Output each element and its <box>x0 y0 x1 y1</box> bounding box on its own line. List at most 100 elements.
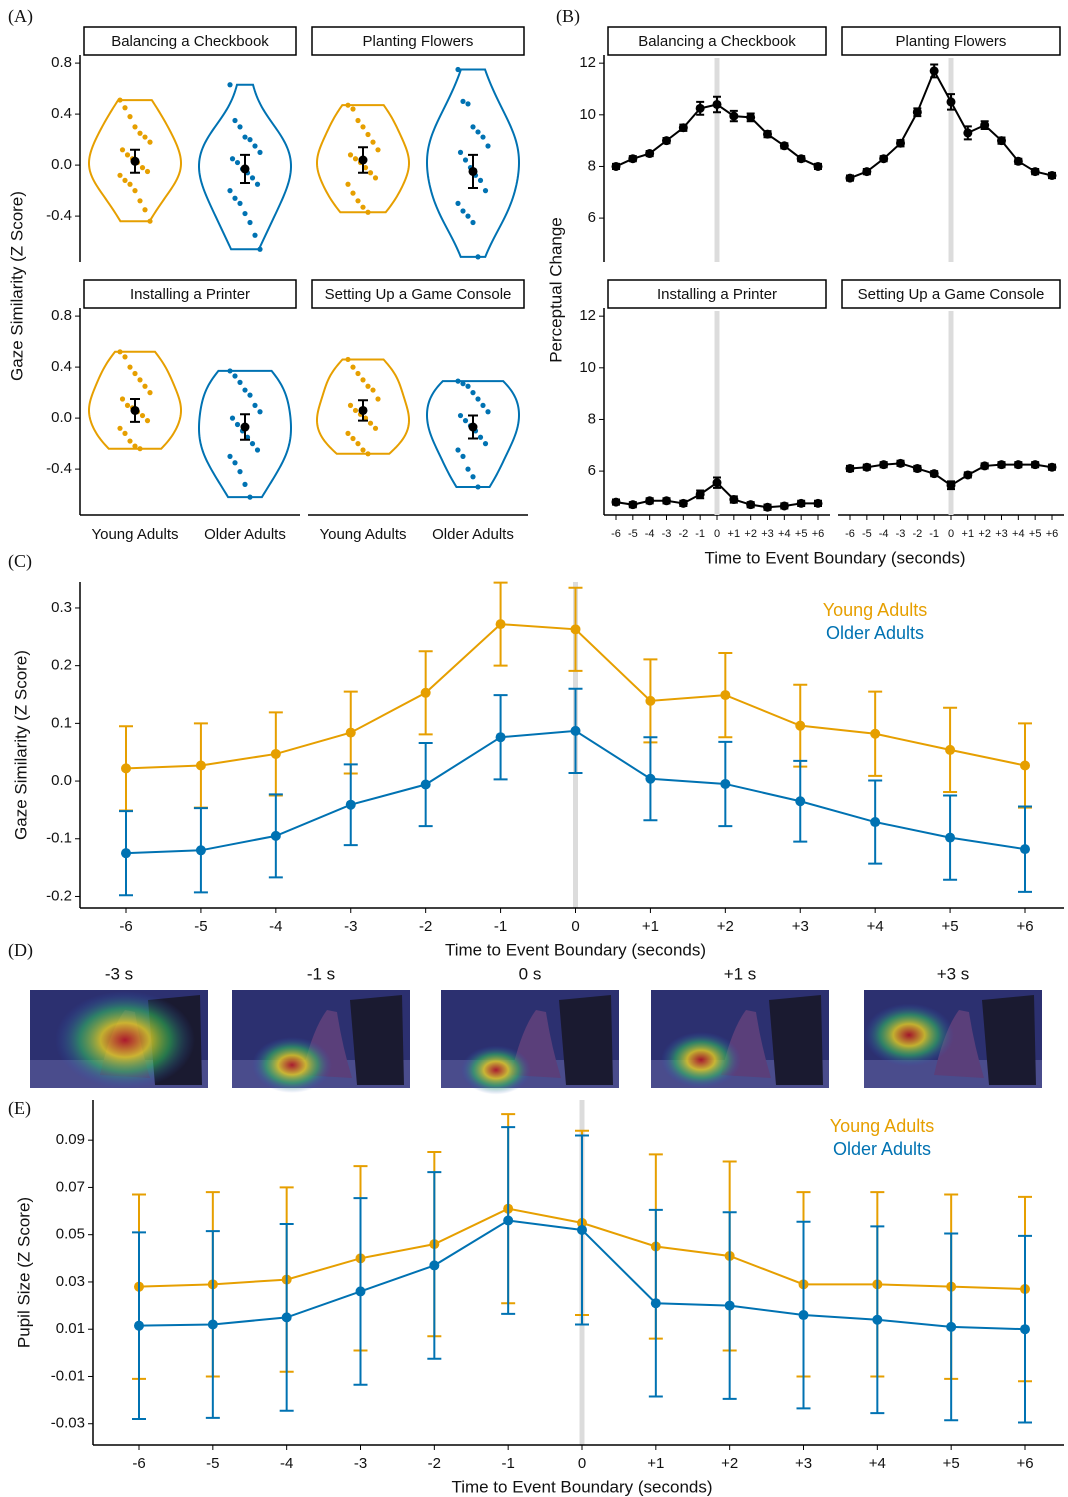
jitter-point <box>365 132 370 137</box>
y-tick-label: 0.01 <box>56 1320 85 1337</box>
point <box>612 162 621 171</box>
jitter-point <box>370 140 375 145</box>
jitter-point <box>127 365 132 370</box>
point <box>679 499 688 508</box>
gaze-heat <box>55 991 195 1089</box>
x-tick-label: 0 <box>948 528 954 540</box>
point <box>346 800 356 810</box>
point <box>872 1315 882 1325</box>
mean-point <box>131 406 140 415</box>
point <box>121 763 131 773</box>
y-tick-label: -0.03 <box>51 1415 85 1432</box>
jitter-point <box>250 175 255 180</box>
point <box>645 774 655 784</box>
point <box>346 728 356 738</box>
x-tick-label: +5 <box>795 528 808 540</box>
point <box>271 831 281 841</box>
y-tick-label: 0.1 <box>51 714 72 731</box>
x-tick-label: +2 <box>744 528 757 540</box>
point <box>1048 463 1057 472</box>
point <box>208 1319 218 1329</box>
point <box>1014 460 1023 469</box>
strip-title: Setting Up a Game Console <box>325 286 512 303</box>
point <box>429 1260 439 1270</box>
y-tick-label: 8 <box>588 410 596 427</box>
jitter-point <box>227 368 232 373</box>
point <box>1020 760 1030 770</box>
point <box>651 1298 661 1308</box>
jitter-point <box>485 409 490 414</box>
y-tick-label: -0.01 <box>51 1367 85 1384</box>
point <box>121 848 131 858</box>
frame-label: 0 s <box>519 964 542 983</box>
jitter-point <box>483 441 488 446</box>
jitter-point <box>117 97 122 102</box>
y-tick-label: 0.03 <box>56 1273 85 1290</box>
point <box>913 108 922 117</box>
jitter-point <box>355 198 360 203</box>
x-tick-label: +3 <box>995 528 1008 540</box>
point <box>795 721 805 731</box>
x-tick-label: -2 <box>419 918 432 935</box>
point <box>879 154 888 163</box>
jitter-point <box>127 182 132 187</box>
x-tick-label: -2 <box>678 528 688 540</box>
gaze-heat <box>461 1046 531 1095</box>
point <box>720 690 730 700</box>
x-tick-label: +4 <box>867 918 884 935</box>
jitter-point <box>475 129 480 134</box>
jitter-point <box>353 156 358 161</box>
jitter-point <box>355 441 360 446</box>
mean-point <box>469 167 478 176</box>
jitter-point <box>145 169 150 174</box>
point <box>421 780 431 790</box>
jitter-point <box>232 118 237 123</box>
jitter-point <box>232 196 237 201</box>
point <box>662 496 671 505</box>
point <box>997 136 1006 145</box>
x-tick-label: 0 <box>578 1455 586 1472</box>
jitter-point <box>475 484 480 489</box>
jitter-point <box>365 384 370 389</box>
jitter-point <box>478 435 483 440</box>
jitter-point <box>373 426 378 431</box>
jitter-point <box>257 247 262 252</box>
jitter-point <box>463 418 468 423</box>
jitter-point <box>237 124 242 129</box>
legend-label: Older Adults <box>826 623 924 643</box>
point <box>713 478 722 487</box>
jitter-point <box>232 373 237 378</box>
jitter-point <box>355 371 360 376</box>
x-tick-label: -1 <box>501 1455 514 1472</box>
jitter-point <box>460 99 465 104</box>
chair <box>350 995 404 1085</box>
jitter-point <box>360 124 365 129</box>
x-tick-label: -3 <box>344 918 357 935</box>
jitter-point <box>470 390 475 395</box>
point <box>780 501 789 510</box>
jitter-point <box>242 211 247 216</box>
point <box>746 500 755 509</box>
jitter-point <box>235 422 240 427</box>
y-tick-label: 0.8 <box>51 54 72 71</box>
point <box>1020 1324 1030 1334</box>
frame-label: -3 s <box>105 964 133 983</box>
x-tick-label: -2 <box>912 528 922 540</box>
point <box>421 688 431 698</box>
jitter-point <box>120 147 125 152</box>
point <box>1048 171 1057 180</box>
point <box>1031 460 1040 469</box>
strip-title: Balancing a Checkbook <box>638 33 796 50</box>
jitter-point <box>458 150 463 155</box>
point <box>879 460 888 469</box>
jitter-point <box>350 106 355 111</box>
jitter-point <box>125 152 130 157</box>
x-tick-label: +5 <box>1029 528 1042 540</box>
jitter-point <box>125 403 130 408</box>
y-tick-label: 0.4 <box>51 105 72 122</box>
y-tick-label: 0.05 <box>56 1226 85 1243</box>
point <box>612 498 621 507</box>
point <box>795 796 805 806</box>
point <box>763 503 772 512</box>
jitter-point <box>470 124 475 129</box>
